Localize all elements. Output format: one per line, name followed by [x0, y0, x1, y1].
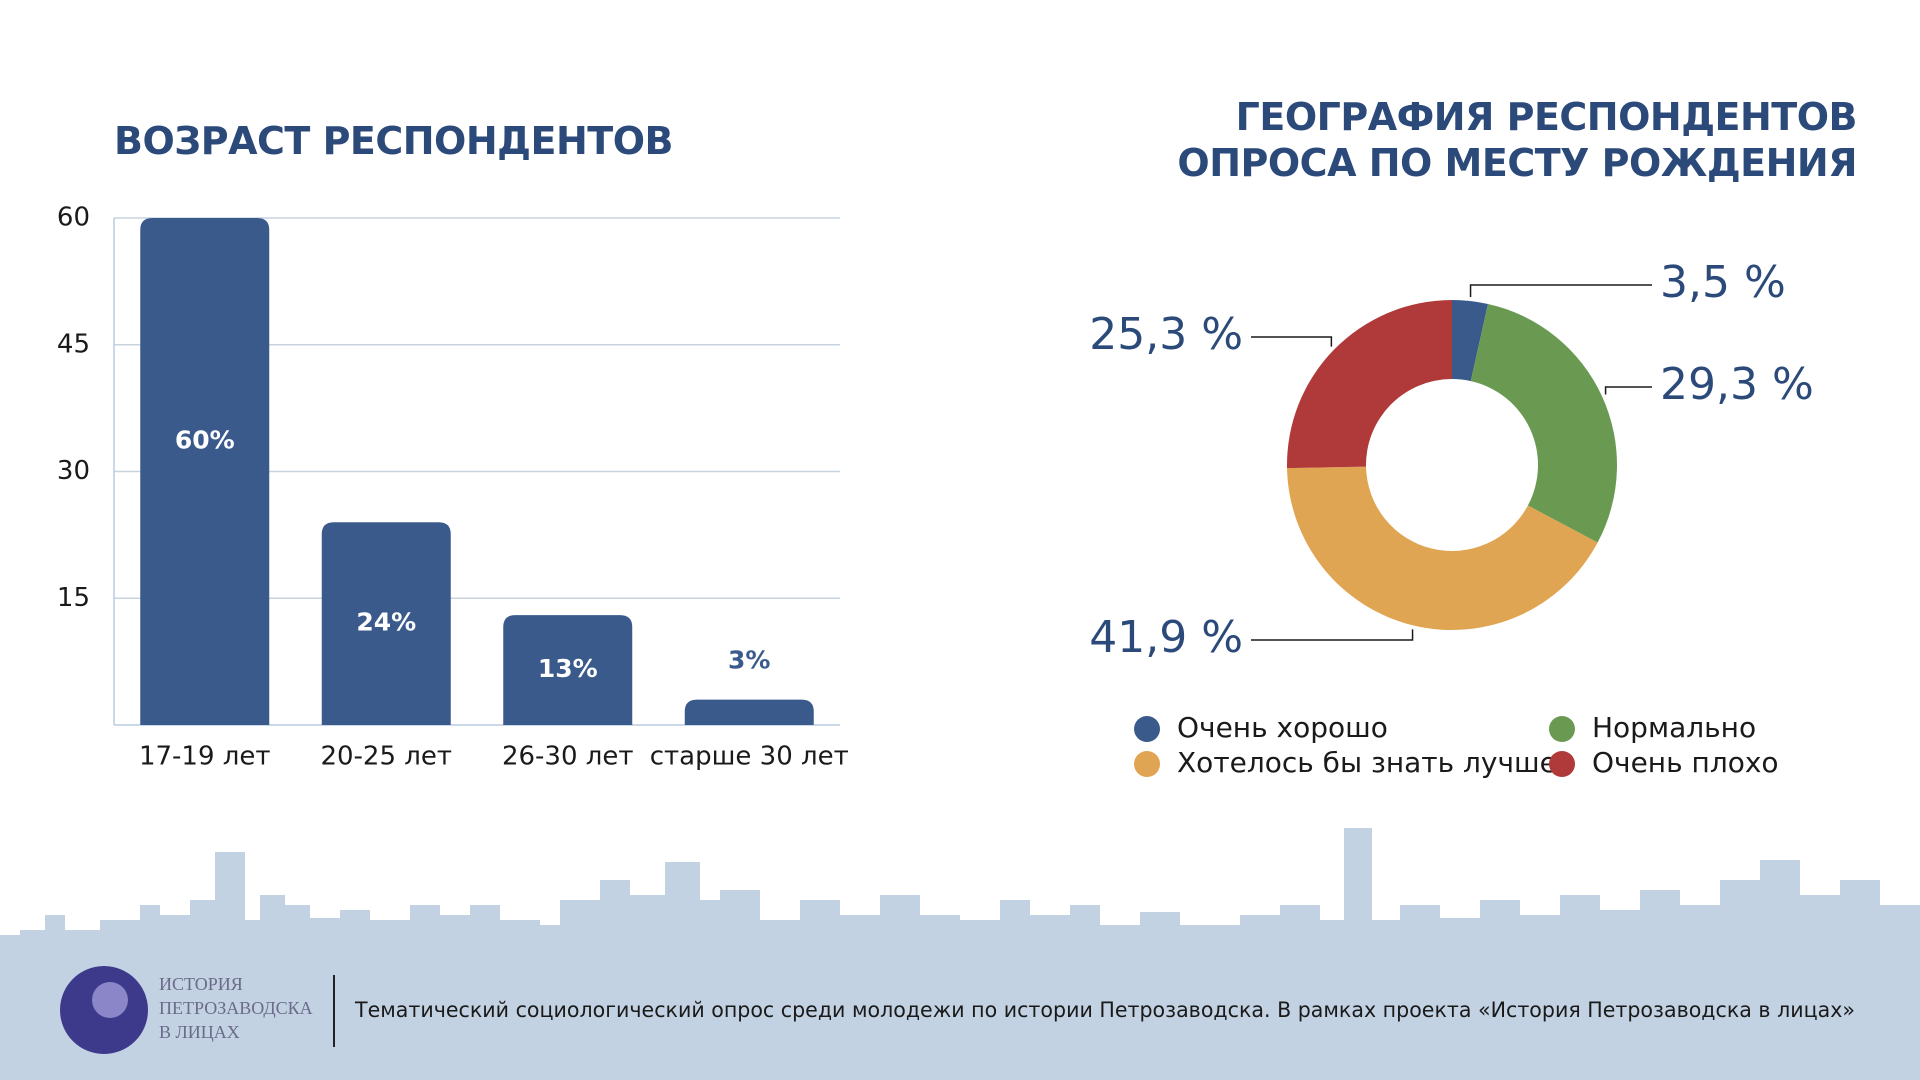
y-tick-label: 15 [57, 583, 90, 613]
bar [503, 615, 633, 725]
legend-swatch [1134, 716, 1160, 742]
logo-text: В ЛИЦАХ [159, 1022, 240, 1042]
leader-line [1251, 629, 1414, 641]
bar [684, 699, 814, 725]
value-label: 25,3 % [1089, 309, 1243, 360]
pie-title: ГЕОГРАФИЯ РЕСПОНДЕНТОВ ОПРОСА ПО МЕСТУ Р… [1177, 95, 1857, 185]
legend-label: Очень плохо [1592, 746, 1779, 779]
donut-slice [1287, 300, 1452, 469]
donut-slice [1452, 300, 1488, 382]
legend-label: Нормально [1592, 711, 1756, 744]
footer-band [0, 945, 1920, 1080]
bar-title: ВОЗРАСТ РЕСПОНДЕНТОВ [114, 119, 673, 163]
legend-label: Очень хорошо [1177, 711, 1388, 744]
legend-swatch [1549, 716, 1575, 742]
donut-slice [1287, 466, 1598, 631]
footer-caption: Тематический социологический опрос среди… [354, 998, 1855, 1022]
leader-line [1469, 284, 1652, 298]
bar [140, 218, 270, 725]
x-tick-label: старше 30 лет [650, 742, 849, 772]
value-label: 13% [538, 654, 598, 683]
bar [321, 522, 451, 725]
legend-label: Хотелось бы знать лучше [1177, 746, 1557, 779]
value-label: 29,3 % [1660, 359, 1814, 410]
logo-text: ПЕТРОЗАВОДСКА [159, 998, 313, 1018]
y-tick-label: 60 [57, 203, 90, 233]
value-label: 60% [175, 426, 235, 455]
leader-line [1251, 336, 1333, 347]
value-label: 41,9 % [1089, 612, 1243, 663]
value-label: 24% [356, 608, 416, 637]
donut-slice [1470, 303, 1617, 543]
x-tick-label: 17-19 лет [139, 742, 271, 772]
x-tick-label: 26-30 лет [502, 742, 634, 772]
logo-figure [92, 982, 128, 1018]
value-label: 3,5 % [1660, 257, 1786, 308]
legend-swatch [1134, 751, 1160, 777]
y-tick-label: 45 [57, 329, 90, 359]
y-tick-label: 30 [57, 456, 90, 486]
x-tick-label: 20-25 лет [320, 742, 452, 772]
legend-swatch [1549, 751, 1575, 777]
leader-line [1604, 386, 1652, 395]
logo-text: ИСТОРИЯ [159, 974, 243, 994]
value-label: 3% [728, 646, 770, 675]
